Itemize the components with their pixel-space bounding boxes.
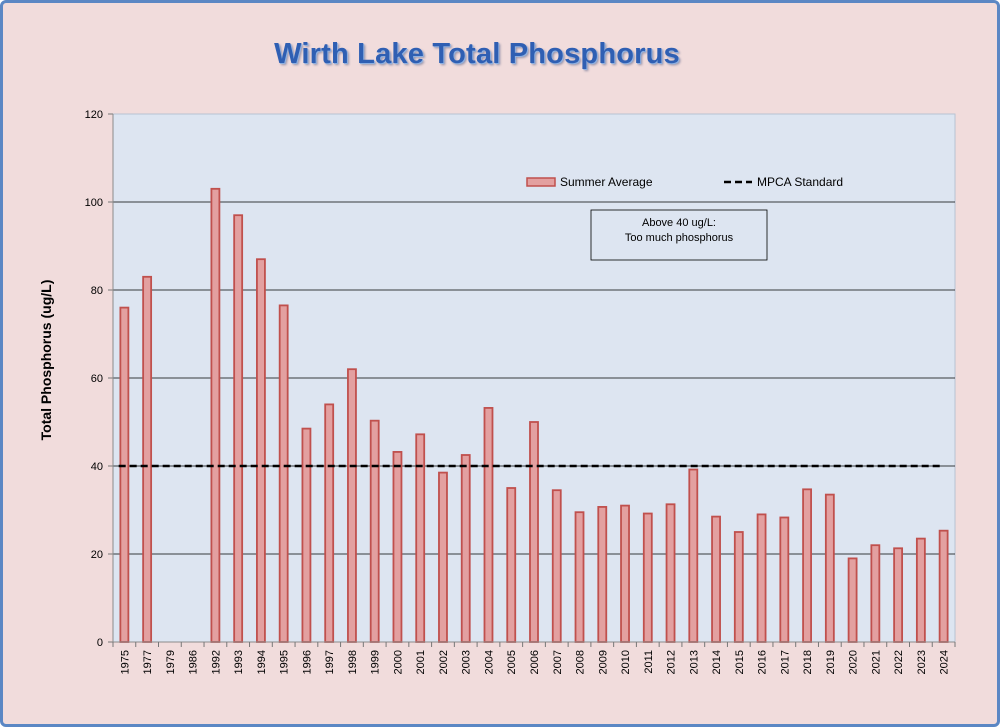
axes: 0 20 40 60 80 100 120 1975 1977 1979 1986 1992 1993 1… [85, 109, 956, 674]
bar-2022 [893, 547, 904, 643]
legend-summer-label: Summer Average [560, 175, 653, 189]
chart-title: Wirth Lake Total Phosphorus [274, 38, 680, 70]
x-tick-label: 2021 [870, 650, 882, 674]
bar-2017 [779, 516, 790, 643]
x-tick-label: 2004 [483, 650, 495, 674]
bar-1992 [210, 187, 221, 643]
x-tick-label: 1986 [188, 650, 200, 674]
bars [119, 187, 949, 643]
bar-2021 [870, 544, 881, 643]
x-tick-label: 1997 [324, 650, 336, 674]
bar-2000 [392, 451, 403, 643]
bar-2018 [802, 488, 812, 643]
x-tick-label: 1992 [210, 650, 222, 674]
x-tick-label: 2015 [734, 650, 746, 674]
bar-1998 [347, 368, 357, 643]
x-tick-label: 1993 [233, 650, 245, 674]
x-tick-label: 2022 [893, 650, 905, 674]
x-tick-label: 1977 [142, 650, 154, 674]
bar-2003 [460, 454, 471, 643]
x-tick-label: 2002 [438, 650, 450, 674]
x-tick-label: 2009 [597, 650, 609, 674]
y-tick-label: 0 [97, 637, 103, 649]
legend-summer-swatch [526, 177, 556, 187]
x-tick-label: 1999 [370, 650, 382, 674]
x-tick-label: 1979 [165, 650, 177, 674]
bar-1997 [324, 403, 335, 643]
bar-2020 [847, 557, 858, 643]
bar-2011 [642, 512, 653, 643]
x-tick-label: 2000 [392, 650, 404, 674]
x-tick-label: 1996 [301, 650, 313, 674]
bar-1999 [369, 419, 380, 643]
bar-2009 [597, 506, 608, 643]
bar-2005 [506, 487, 517, 643]
x-tick-label: 2020 [848, 650, 860, 674]
bar-1975 [119, 306, 130, 643]
x-tick-label: 2019 [825, 650, 837, 674]
y-tick-label: 120 [85, 109, 103, 121]
y-tick-label: 60 [91, 373, 103, 385]
bar-1994 [256, 258, 266, 643]
y-tick-label: 80 [91, 285, 103, 297]
bar-2008 [574, 511, 585, 643]
x-tick-label: 2008 [575, 650, 587, 674]
x-tick-label: 2016 [757, 650, 769, 674]
legend: Summer Average MPCA Standard [526, 175, 843, 189]
x-tick-label: 2006 [529, 650, 541, 674]
bar-2010 [620, 504, 630, 643]
bar-2004 [483, 407, 494, 643]
x-tick-label: 2010 [620, 650, 632, 674]
bar-2024 [938, 529, 949, 643]
bar-1993 [233, 214, 244, 643]
bar-2006 [529, 421, 539, 643]
bar-2019 [824, 493, 835, 643]
x-tick-label: 1998 [347, 650, 359, 674]
y-tick-label: 100 [85, 197, 103, 209]
x-tick-label: 2014 [711, 650, 723, 674]
x-tick-label: 1994 [256, 650, 268, 674]
x-tick-label: 2023 [916, 650, 928, 674]
x-tick-label: 1995 [279, 650, 291, 674]
y-tick-label: 40 [91, 461, 103, 473]
y-tick-label: 20 [91, 549, 103, 561]
x-tick-label: 2012 [666, 650, 678, 674]
x-tick-label: 2024 [939, 650, 951, 674]
bar-2007 [551, 489, 562, 643]
annotation-line-1: Above 40 ug/L: [642, 217, 716, 229]
x-tick-label: 2007 [552, 650, 564, 674]
bar-1977 [142, 275, 153, 643]
bar-2013 [688, 468, 699, 643]
x-tick-label: 2013 [688, 650, 700, 674]
x-tick-label: 2005 [506, 650, 518, 674]
annotation-line-2: Too much phosphorus [625, 232, 734, 244]
x-tick-label: 2017 [779, 650, 791, 674]
annotation-border [590, 209, 768, 261]
bar-1996 [301, 427, 312, 643]
annotation-box: Above 40 ug/L: Too much phosphorus [590, 209, 768, 261]
legend-mpca-label: MPCA Standard [757, 175, 843, 189]
bar-2002 [438, 471, 448, 643]
bar-2012 [665, 503, 676, 643]
x-tick-label: 2003 [461, 650, 473, 674]
bar-2015 [733, 531, 744, 643]
x-tick-label: 2011 [643, 650, 655, 674]
x-tick-label: 1975 [119, 650, 131, 674]
bar-2023 [915, 537, 926, 643]
x-tick-label: 2018 [802, 650, 814, 674]
bar-1995 [278, 304, 289, 643]
x-tick-label: 2001 [415, 650, 427, 674]
bar-2014 [711, 515, 721, 643]
bar-2016 [756, 513, 767, 643]
